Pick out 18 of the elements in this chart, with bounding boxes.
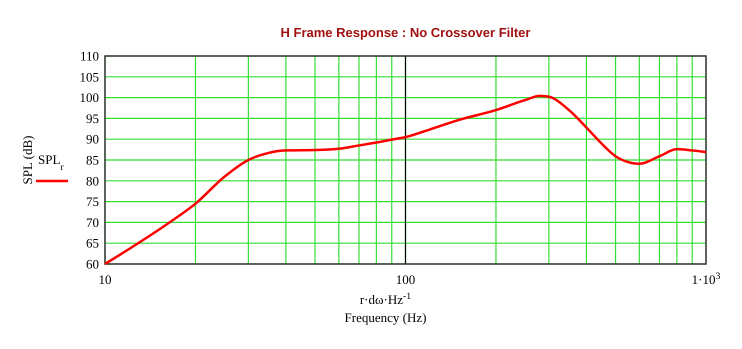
y-tick-label: 80: [86, 173, 99, 188]
y-tick-label: 90: [86, 132, 99, 147]
x-tick-label: 10: [98, 272, 112, 287]
chart-title: H Frame Response : No Crossover Filter: [280, 25, 530, 40]
y-tick-label: 100: [80, 90, 99, 106]
y-tick-label: 70: [86, 214, 99, 230]
y-axis-title: SPL (dB): [20, 136, 35, 184]
y-tick-label: 65: [86, 236, 99, 251]
x-tick-label: 1·10$^{3}$: [692, 270, 720, 287]
y-tick-label: 75: [86, 194, 99, 210]
y-tick-label: 85: [86, 152, 99, 168]
x-tick-label: 100: [396, 272, 416, 287]
y-tick-label: 95: [86, 110, 99, 126]
y-tick-label: 60: [86, 256, 99, 272]
y-tick-label: 110: [80, 48, 99, 64]
x-axis-title: r·dω·Hz$^{-1}$ Frequency (Hz): [344, 290, 426, 325]
text: SPL$_{r}$: [38, 152, 64, 172]
y-tick-label: 105: [80, 69, 99, 84]
